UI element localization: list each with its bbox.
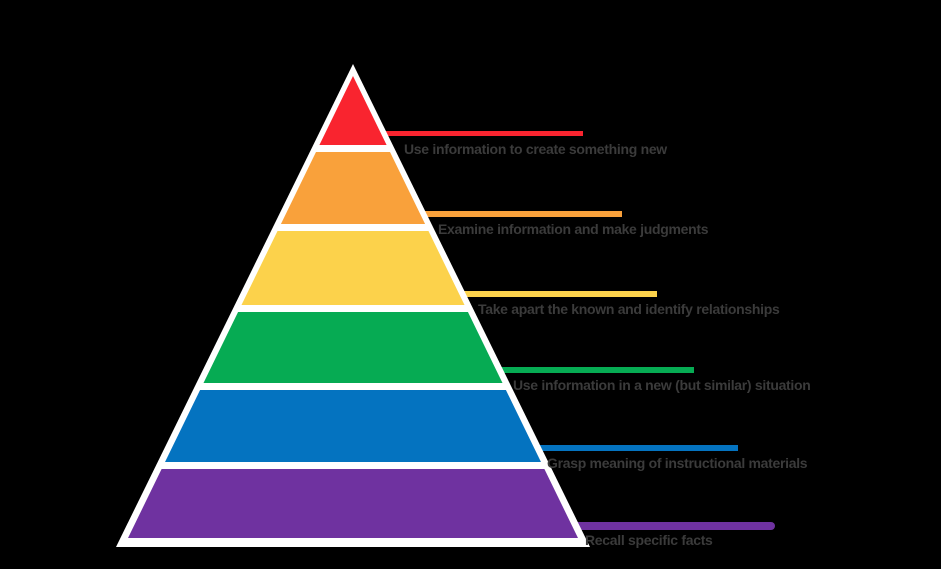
leader-line-apply — [488, 367, 694, 373]
leader-line-analyze — [450, 291, 657, 297]
level-label-recall: Recall specific facts — [585, 532, 713, 548]
leader-line-recall — [565, 522, 775, 530]
pyramid-level-6-shape — [128, 469, 578, 538]
level-label-analyze: Take apart the known and identify relati… — [478, 301, 780, 317]
leader-line-create — [360, 131, 583, 136]
pyramid-level-2-shape — [280, 152, 426, 224]
level-label-create: Use information to create something new — [404, 141, 667, 157]
leader-line-comprehend — [525, 445, 738, 451]
level-label-apply: Use information in a new (but similar) s… — [513, 377, 811, 393]
pyramid-level-5-shape — [165, 390, 541, 462]
level-label-evaluate: Examine information and make judgments — [438, 221, 709, 237]
pyramid-level-1-shape — [319, 76, 387, 145]
pyramid-level-4-shape — [203, 312, 503, 383]
pyramid-level-3-shape — [241, 231, 465, 305]
level-label-comprehend: Grasp meaning of instructional materials — [547, 455, 808, 471]
leader-line-evaluate — [415, 211, 622, 217]
